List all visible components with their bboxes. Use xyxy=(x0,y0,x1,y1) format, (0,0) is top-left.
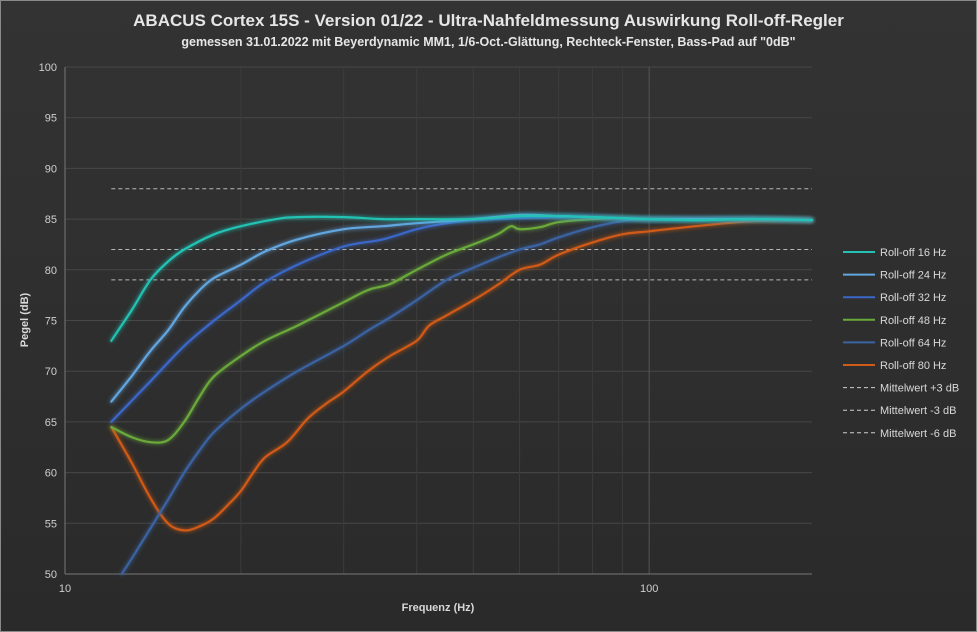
legend-label: Mittelwert -6 dB xyxy=(880,428,956,440)
series-roll-off-80-hz xyxy=(110,219,814,532)
legend-label: Mittelwert +3 dB xyxy=(880,383,959,395)
legend-label: Roll-off 48 Hz xyxy=(880,315,946,327)
series-group xyxy=(110,188,814,576)
legend-label: Roll-off 32 Hz xyxy=(880,292,946,304)
legend-label: Mittelwert -3 dB xyxy=(880,405,956,417)
x-tick-label: 100 xyxy=(640,583,658,595)
y-tick-label: 55 xyxy=(45,518,57,530)
grid-lines xyxy=(65,66,812,575)
y-tick-label: 70 xyxy=(45,366,57,378)
y-tick-label: 80 xyxy=(45,265,57,277)
series-roll-off-16-hz xyxy=(110,214,814,342)
chart-subtitle: gemessen 31.01.2022 mit Beyerdynamic MM1… xyxy=(181,35,796,49)
y-tick-label: 60 xyxy=(45,468,57,480)
series-roll-off-64-hz xyxy=(120,217,814,576)
y-tick-label: 85 xyxy=(45,214,57,226)
x-axis-label: Frequenz (Hz) xyxy=(402,602,475,614)
y-tick-label: 65 xyxy=(45,417,57,429)
legend-label: Roll-off 24 Hz xyxy=(880,270,946,282)
y-tick-label: 100 xyxy=(39,62,57,74)
y-tick-label: 75 xyxy=(45,316,57,328)
legend-label: Roll-off 64 Hz xyxy=(880,337,946,349)
chart-title: ABACUS Cortex 15S - Version 01/22 - Ultr… xyxy=(133,11,844,30)
y-tick-label: 95 xyxy=(45,113,57,125)
x-tick-label: 10 xyxy=(59,583,71,595)
y-axis-label: Pegel (dB) xyxy=(19,292,31,347)
series-roll-off-48-hz xyxy=(110,217,814,444)
legend-label: Roll-off 80 Hz xyxy=(880,360,946,372)
axes: 50 55 60 65 70 75 80 85 90 95 100 10 100 xyxy=(39,62,812,595)
legend: Roll-off 16 Hz Roll-off 24 Hz Roll-off 32 … xyxy=(843,247,959,440)
y-tick-label: 50 xyxy=(45,569,57,581)
legend-label: Roll-off 16 Hz xyxy=(880,247,946,259)
y-tick-label: 90 xyxy=(45,163,57,175)
